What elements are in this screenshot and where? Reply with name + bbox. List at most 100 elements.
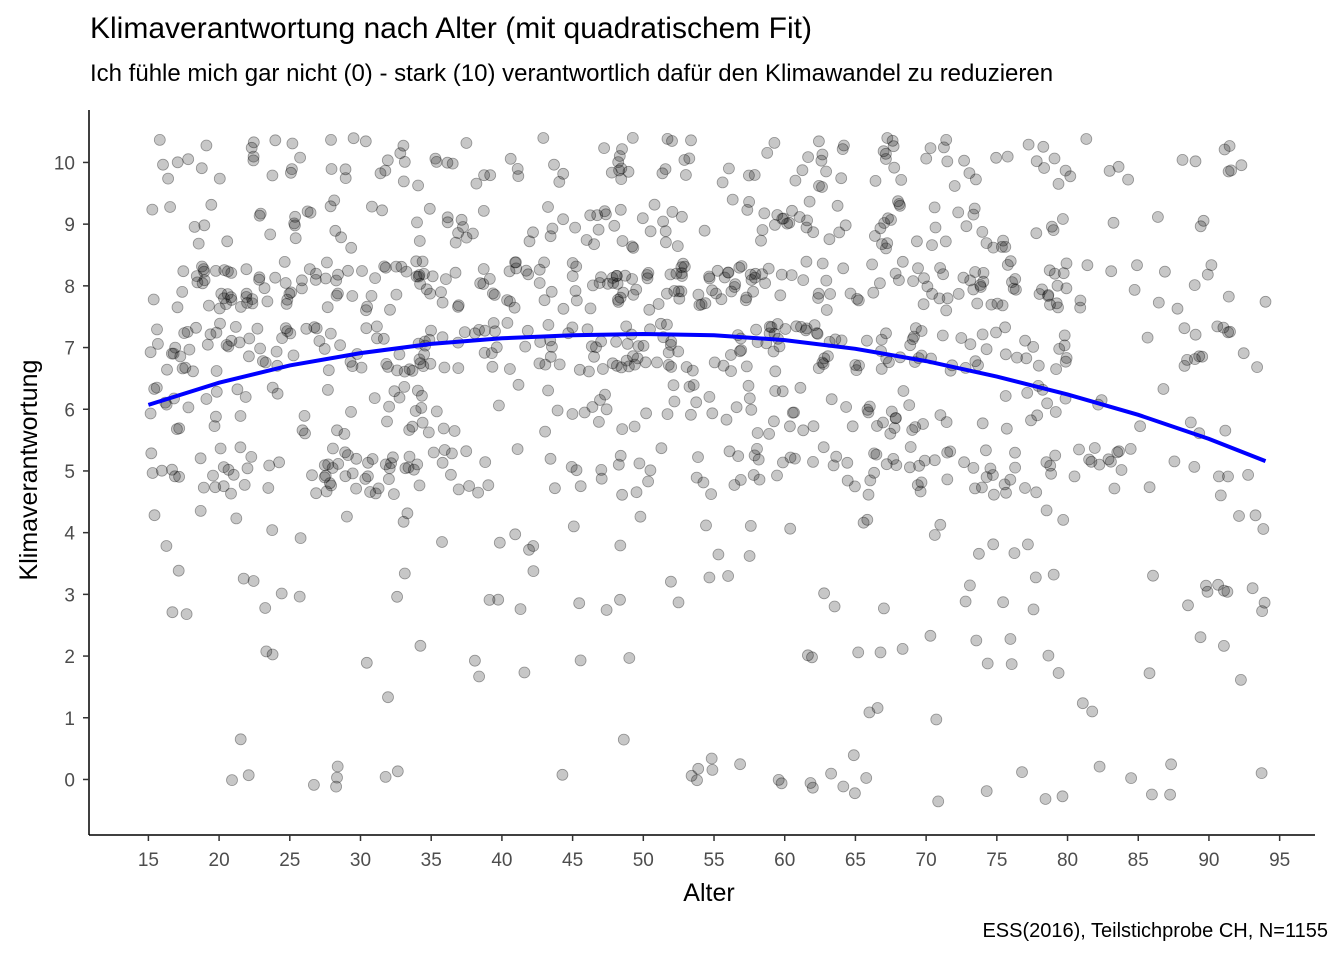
data-point bbox=[388, 385, 401, 398]
data-point bbox=[883, 356, 895, 369]
data-point bbox=[816, 356, 829, 369]
data-point bbox=[771, 469, 783, 482]
data-point bbox=[1102, 453, 1115, 466]
data-point bbox=[726, 193, 739, 206]
data-point bbox=[678, 260, 691, 273]
data-point bbox=[941, 292, 954, 305]
data-point bbox=[812, 292, 824, 304]
data-point bbox=[852, 294, 865, 307]
data-point bbox=[991, 297, 1004, 310]
data-point bbox=[370, 320, 383, 333]
data-point bbox=[913, 459, 925, 472]
data-point bbox=[1251, 361, 1263, 374]
data-point bbox=[355, 361, 368, 374]
data-point bbox=[659, 163, 672, 176]
data-point bbox=[644, 225, 657, 238]
data-point bbox=[289, 210, 302, 223]
data-point bbox=[452, 227, 465, 239]
data-point bbox=[776, 212, 789, 225]
data-point bbox=[938, 141, 950, 154]
data-point bbox=[668, 395, 681, 408]
data-point bbox=[406, 420, 419, 433]
data-point bbox=[225, 266, 238, 279]
data-point bbox=[743, 195, 755, 208]
data-point bbox=[796, 164, 809, 177]
data-point bbox=[967, 208, 980, 221]
data-point bbox=[187, 365, 199, 378]
data-point bbox=[584, 302, 597, 315]
data-point bbox=[808, 319, 821, 332]
data-point bbox=[194, 452, 207, 465]
data-point bbox=[509, 528, 522, 541]
data-point bbox=[538, 294, 551, 307]
data-point bbox=[509, 256, 521, 269]
data-point bbox=[217, 480, 230, 493]
data-point bbox=[874, 646, 887, 659]
data-point bbox=[1235, 159, 1248, 172]
data-point bbox=[804, 777, 817, 789]
data-point bbox=[460, 137, 473, 149]
data-point bbox=[523, 543, 535, 556]
data-point bbox=[626, 131, 639, 144]
data-point bbox=[569, 285, 582, 297]
data-point bbox=[655, 442, 668, 455]
data-point bbox=[887, 140, 900, 153]
data-point bbox=[692, 762, 705, 775]
data-point bbox=[477, 278, 490, 290]
data-point bbox=[395, 260, 408, 273]
data-point bbox=[146, 203, 159, 216]
x-tick-label: 45 bbox=[562, 850, 583, 871]
data-point bbox=[999, 240, 1012, 253]
data-point bbox=[160, 540, 173, 552]
data-point bbox=[266, 381, 279, 394]
data-point bbox=[785, 269, 798, 282]
data-point bbox=[687, 379, 700, 391]
data-point bbox=[616, 143, 628, 156]
data-point bbox=[1086, 705, 1099, 718]
data-point bbox=[180, 608, 193, 620]
data-point bbox=[537, 132, 550, 144]
data-point bbox=[1057, 267, 1070, 280]
data-point bbox=[793, 211, 806, 223]
data-point bbox=[295, 274, 308, 287]
data-point bbox=[936, 329, 949, 342]
data-point bbox=[1259, 295, 1272, 308]
x-tick-label: 20 bbox=[209, 850, 230, 871]
data-point bbox=[168, 470, 181, 483]
data-point bbox=[322, 458, 335, 471]
data-point bbox=[988, 488, 1000, 501]
data-point bbox=[976, 417, 989, 430]
data-point bbox=[1124, 442, 1137, 455]
data-point bbox=[174, 350, 187, 363]
data-point bbox=[1182, 599, 1194, 612]
data-point bbox=[853, 359, 865, 372]
data-point bbox=[204, 328, 217, 341]
data-point bbox=[1004, 255, 1017, 268]
data-point bbox=[259, 602, 272, 614]
data-point bbox=[400, 265, 413, 278]
data-point bbox=[743, 550, 756, 562]
data-point bbox=[435, 286, 447, 299]
data-point bbox=[628, 358, 641, 371]
data-point bbox=[1188, 279, 1201, 292]
data-point bbox=[974, 281, 987, 293]
data-point bbox=[1058, 339, 1071, 352]
data-point bbox=[1213, 470, 1225, 483]
data-point bbox=[613, 164, 625, 177]
data-point bbox=[234, 300, 247, 313]
data-point bbox=[321, 383, 334, 396]
data-point bbox=[720, 413, 733, 426]
data-point bbox=[818, 587, 830, 600]
data-point bbox=[708, 356, 721, 369]
data-point bbox=[763, 427, 775, 440]
data-point bbox=[1042, 290, 1054, 302]
data-point bbox=[877, 145, 890, 158]
data-point bbox=[164, 201, 177, 213]
data-point bbox=[345, 405, 357, 418]
data-point bbox=[676, 270, 688, 282]
data-point bbox=[590, 341, 602, 354]
data-point bbox=[1047, 224, 1060, 237]
data-point bbox=[482, 479, 495, 492]
data-point bbox=[783, 216, 796, 229]
data-point bbox=[1152, 296, 1165, 309]
